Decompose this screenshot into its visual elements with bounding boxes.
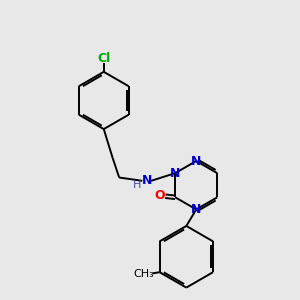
Text: CH₃: CH₃ (134, 269, 154, 279)
Text: Cl: Cl (97, 52, 110, 65)
Text: N: N (142, 174, 152, 187)
Text: N: N (170, 167, 180, 180)
Text: N: N (191, 203, 201, 216)
Text: H: H (133, 180, 141, 190)
Text: O: O (154, 189, 165, 202)
Text: N: N (191, 154, 201, 167)
